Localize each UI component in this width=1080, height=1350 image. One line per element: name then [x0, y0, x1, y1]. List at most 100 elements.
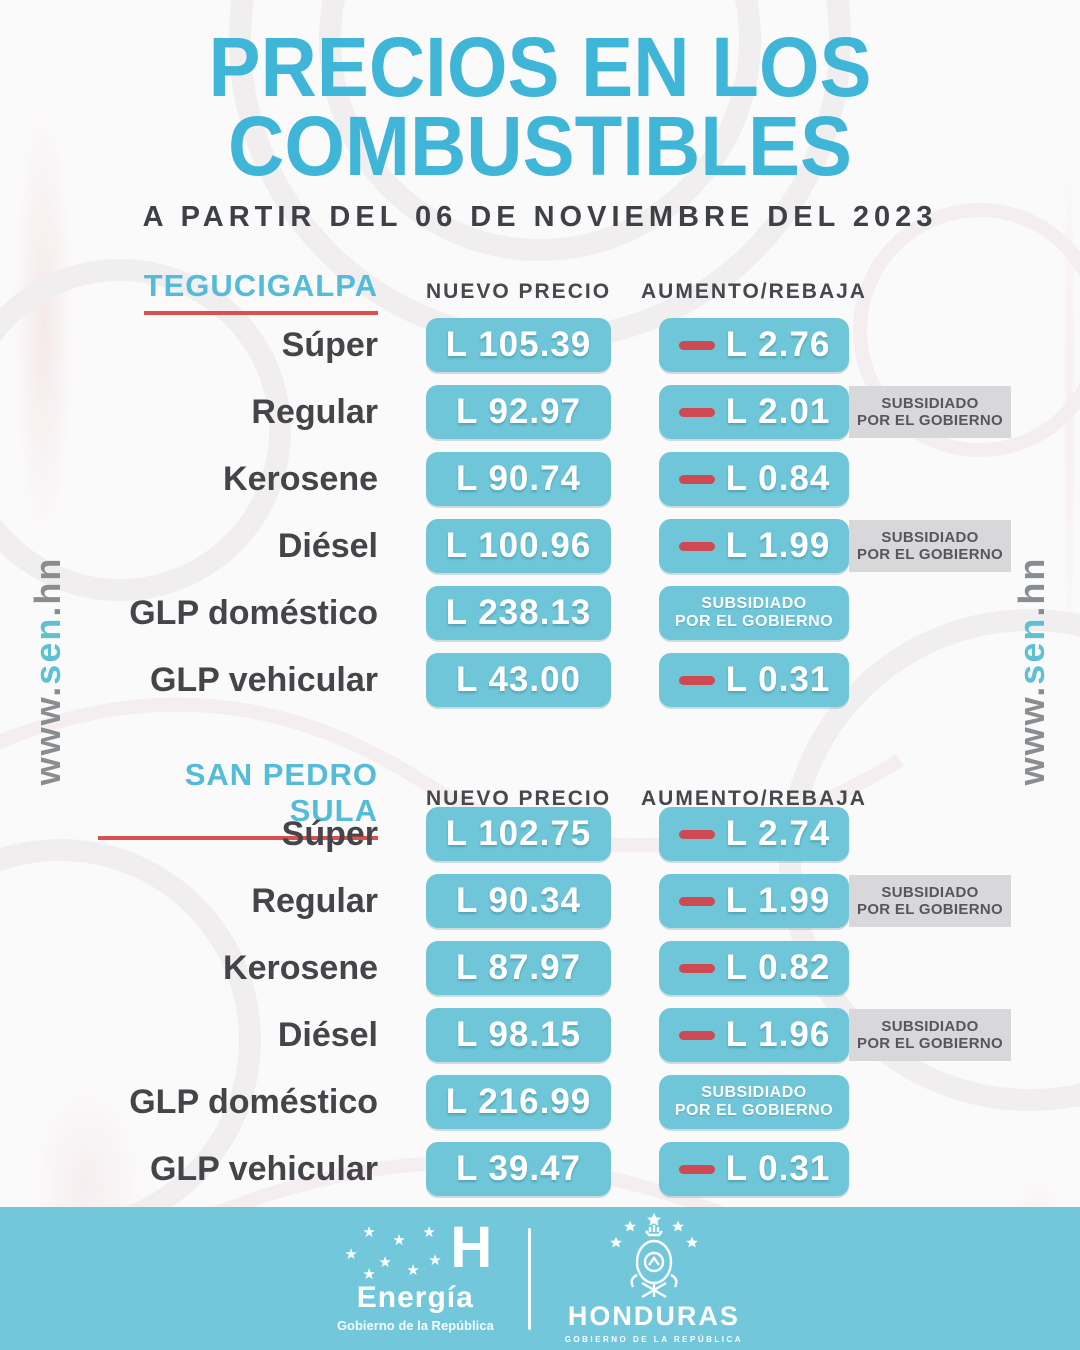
- price-value: L 43.00: [455, 660, 582, 700]
- price-value: L 216.99: [445, 1082, 592, 1122]
- price-value: L 102.75: [445, 814, 592, 854]
- change-pill: L 2.74: [659, 807, 849, 862]
- fuel-row-kerosene: Kerosene L 90.74 L 0.84: [0, 452, 1080, 507]
- star-icon: ★: [362, 1265, 376, 1283]
- change-value: L 0.31: [725, 660, 831, 700]
- subsidized-badge: SUBSIDIADO POR EL GOBIERNO: [849, 1009, 1011, 1062]
- price-value: L 90.34: [455, 881, 582, 921]
- change-value: L 0.84: [725, 459, 831, 499]
- change-pill: L 0.82: [659, 941, 849, 996]
- fuel-name: Súper: [281, 325, 378, 364]
- change-pill: L 0.84: [659, 452, 849, 507]
- star-icon: ★: [422, 1223, 436, 1241]
- price-value: L 39.47: [455, 1149, 582, 1189]
- price-pill: L 102.75: [426, 807, 611, 862]
- minus-icon: [679, 340, 715, 350]
- change-pill: L 0.31: [659, 653, 849, 708]
- energia-wordmark: Energía: [356, 1280, 474, 1314]
- subsidized-pill-line2: POR EL GOBIERNO: [674, 1102, 834, 1120]
- subsidized-badge-line1: SUBSIDIADO: [881, 883, 979, 901]
- star-icon: ★: [362, 1223, 376, 1241]
- star-icon: ★: [428, 1251, 442, 1269]
- minus-icon: [679, 963, 715, 973]
- column-header-change: AUMENTO/REBAJA: [641, 279, 867, 303]
- fuel-row-glp-domestico: GLP doméstico L 216.99 SUBSIDIADO POR EL …: [0, 1075, 1080, 1130]
- fuel-row-regular: Regular L 92.97 L 2.01 SUBSIDIADO POR EL …: [0, 385, 1080, 440]
- honduras-logo: HONDURAS GOBIERNO DE LA REPÚBLICA: [565, 1213, 743, 1344]
- footer-bar: ★ ★ ★ ★ ★ ★ ★ ★ H Energía Gobierno de la…: [0, 1207, 1080, 1350]
- column-header-new-price: NUEVO PRECIO: [426, 279, 612, 303]
- price-value: L 87.97: [455, 948, 582, 988]
- subsidized-badge: SUBSIDIADO POR EL GOBIERNO: [849, 875, 1011, 928]
- star-icon: ★: [406, 1261, 420, 1279]
- city-title: TEGUCIGALPA: [98, 268, 378, 316]
- energia-logo: ★ ★ ★ ★ ★ ★ ★ ★ H Energía Gobierno de la…: [336, 1218, 494, 1333]
- price-pill: L 92.97: [426, 385, 611, 440]
- minus-icon: [679, 829, 715, 839]
- price-value: L 92.97: [455, 392, 582, 432]
- star-icon: ★: [392, 1231, 406, 1249]
- subsidized-badge-line2: POR EL GOBIERNO: [857, 412, 1003, 430]
- fuel-name: Regular: [251, 881, 378, 920]
- change-pill: L 2.76: [659, 318, 849, 373]
- minus-icon: [679, 896, 715, 906]
- subsidized-badge-line2: POR EL GOBIERNO: [857, 1035, 1003, 1053]
- price-pill: L 238.13: [426, 586, 611, 641]
- fuel-row-diesel: Diésel L 98.15 L 1.96 SUBSIDIADO POR EL G…: [0, 1008, 1080, 1063]
- subsidized-pill-line1: SUBSIDIADO: [701, 594, 807, 612]
- price-pill: L 90.74: [426, 452, 611, 507]
- fuel-name: Diésel: [277, 526, 378, 565]
- price-value: L 238.13: [445, 593, 592, 633]
- price-pill: L 105.39: [426, 318, 611, 373]
- minus-icon: [679, 407, 715, 417]
- fuel-row-regular: Regular L 90.34 L 1.99 SUBSIDIADO POR EL …: [0, 874, 1080, 929]
- price-value: L 100.96: [445, 526, 592, 566]
- star-icon: ★: [344, 1245, 358, 1263]
- change-value: L 1.99: [725, 881, 831, 921]
- subsidized-pill: SUBSIDIADO POR EL GOBIERNO: [659, 1075, 849, 1130]
- fuel-name: Kerosene: [223, 459, 378, 498]
- subsidized-pill-line1: SUBSIDIADO: [701, 1083, 807, 1101]
- change-pill: L 1.99: [659, 519, 849, 574]
- title-line-2: COMBUSTIBLES: [228, 97, 852, 193]
- energia-h-letter: H: [450, 1214, 492, 1280]
- change-value: L 1.96: [725, 1015, 831, 1055]
- fuel-row-kerosene: Kerosene L 87.97 L 0.82: [0, 941, 1080, 996]
- subsidized-pill: SUBSIDIADO POR EL GOBIERNO: [659, 586, 849, 641]
- honduras-wordmark: HONDURAS: [567, 1301, 740, 1331]
- fuel-row-glp-vehicular: GLP vehicular L 39.47 L 0.31: [0, 1142, 1080, 1197]
- energia-subtitle: Gobierno de la República: [336, 1317, 494, 1333]
- minus-icon: [679, 675, 715, 685]
- change-pill: L 2.01: [659, 385, 849, 440]
- change-pill: L 1.96: [659, 1008, 849, 1063]
- price-value: L 98.15: [455, 1015, 582, 1055]
- title-line-1: PRECIOS EN LOS: [208, 19, 872, 115]
- fuel-name: GLP doméstico: [129, 593, 378, 632]
- honduras-coat-of-arms: [610, 1213, 698, 1299]
- minus-icon: [679, 474, 715, 484]
- change-value: L 2.74: [725, 814, 831, 854]
- subsidized-badge: SUBSIDIADO POR EL GOBIERNO: [849, 386, 1011, 439]
- page-title: PRECIOS EN LOS COMBUSTIBLES: [0, 19, 1080, 193]
- fuel-row-super: Súper L 102.75 L 2.74: [0, 807, 1080, 862]
- star-icon: ★: [378, 1253, 392, 1271]
- subsidized-badge-line1: SUBSIDIADO: [881, 394, 979, 412]
- minus-icon: [679, 1030, 715, 1040]
- price-value: L 105.39: [445, 325, 592, 365]
- fuel-row-glp-vehicular: GLP vehicular L 43.00 L 0.31: [0, 653, 1080, 708]
- footer-divider: [527, 1227, 531, 1330]
- change-value: L 2.76: [725, 325, 831, 365]
- subsidized-badge: SUBSIDIADO POR EL GOBIERNO: [849, 520, 1011, 573]
- honduras-subtitle: GOBIERNO DE LA REPÚBLICA: [564, 1335, 744, 1344]
- price-value: L 90.74: [455, 459, 582, 499]
- price-pill: L 216.99: [426, 1075, 611, 1130]
- fuel-name: Súper: [281, 814, 378, 853]
- price-pill: L 87.97: [426, 941, 611, 996]
- change-value: L 1.99: [725, 526, 831, 566]
- price-pill: L 43.00: [426, 653, 611, 708]
- fuel-name: Diésel: [277, 1015, 378, 1054]
- price-pill: L 100.96: [426, 519, 611, 574]
- fuel-name: Kerosene: [223, 948, 378, 987]
- fuel-name: GLP vehicular: [149, 1149, 378, 1188]
